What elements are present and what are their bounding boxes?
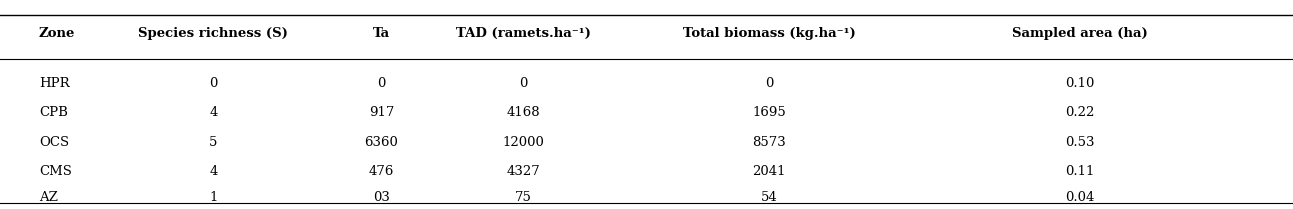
Text: 12000: 12000	[503, 136, 544, 149]
Text: 2041: 2041	[753, 165, 786, 178]
Text: 0.53: 0.53	[1065, 136, 1094, 149]
Text: Ta: Ta	[372, 27, 390, 40]
Text: 476: 476	[369, 165, 394, 178]
Text: 1: 1	[209, 191, 217, 204]
Text: 03: 03	[372, 191, 390, 204]
Text: AZ: AZ	[39, 191, 58, 204]
Text: 0.10: 0.10	[1065, 77, 1094, 90]
Text: 54: 54	[762, 191, 777, 204]
Text: 5: 5	[209, 136, 217, 149]
Text: OCS: OCS	[39, 136, 69, 149]
Text: 6360: 6360	[365, 136, 398, 149]
Text: Total biomass (kg.ha⁻¹): Total biomass (kg.ha⁻¹)	[683, 27, 856, 40]
Text: 0: 0	[765, 77, 773, 90]
Text: 0.11: 0.11	[1065, 165, 1094, 178]
Text: TAD (ramets.ha⁻¹): TAD (ramets.ha⁻¹)	[456, 27, 591, 40]
Text: CMS: CMS	[39, 165, 71, 178]
Text: 4: 4	[209, 106, 217, 119]
Text: 917: 917	[369, 106, 394, 119]
Text: Zone: Zone	[39, 27, 75, 40]
Text: 4: 4	[209, 165, 217, 178]
Text: 0.04: 0.04	[1065, 191, 1094, 204]
Text: 0: 0	[520, 77, 528, 90]
Text: 0.22: 0.22	[1065, 106, 1094, 119]
Text: CPB: CPB	[39, 106, 67, 119]
Text: Species richness (S): Species richness (S)	[138, 27, 288, 40]
Text: 4327: 4327	[507, 165, 540, 178]
Text: 1695: 1695	[753, 106, 786, 119]
Text: 0: 0	[378, 77, 385, 90]
Text: 4168: 4168	[507, 106, 540, 119]
Text: HPR: HPR	[39, 77, 70, 90]
Text: 8573: 8573	[753, 136, 786, 149]
Text: Sampled area (ha): Sampled area (ha)	[1012, 27, 1147, 40]
Text: 75: 75	[515, 191, 533, 204]
Text: 0: 0	[209, 77, 217, 90]
